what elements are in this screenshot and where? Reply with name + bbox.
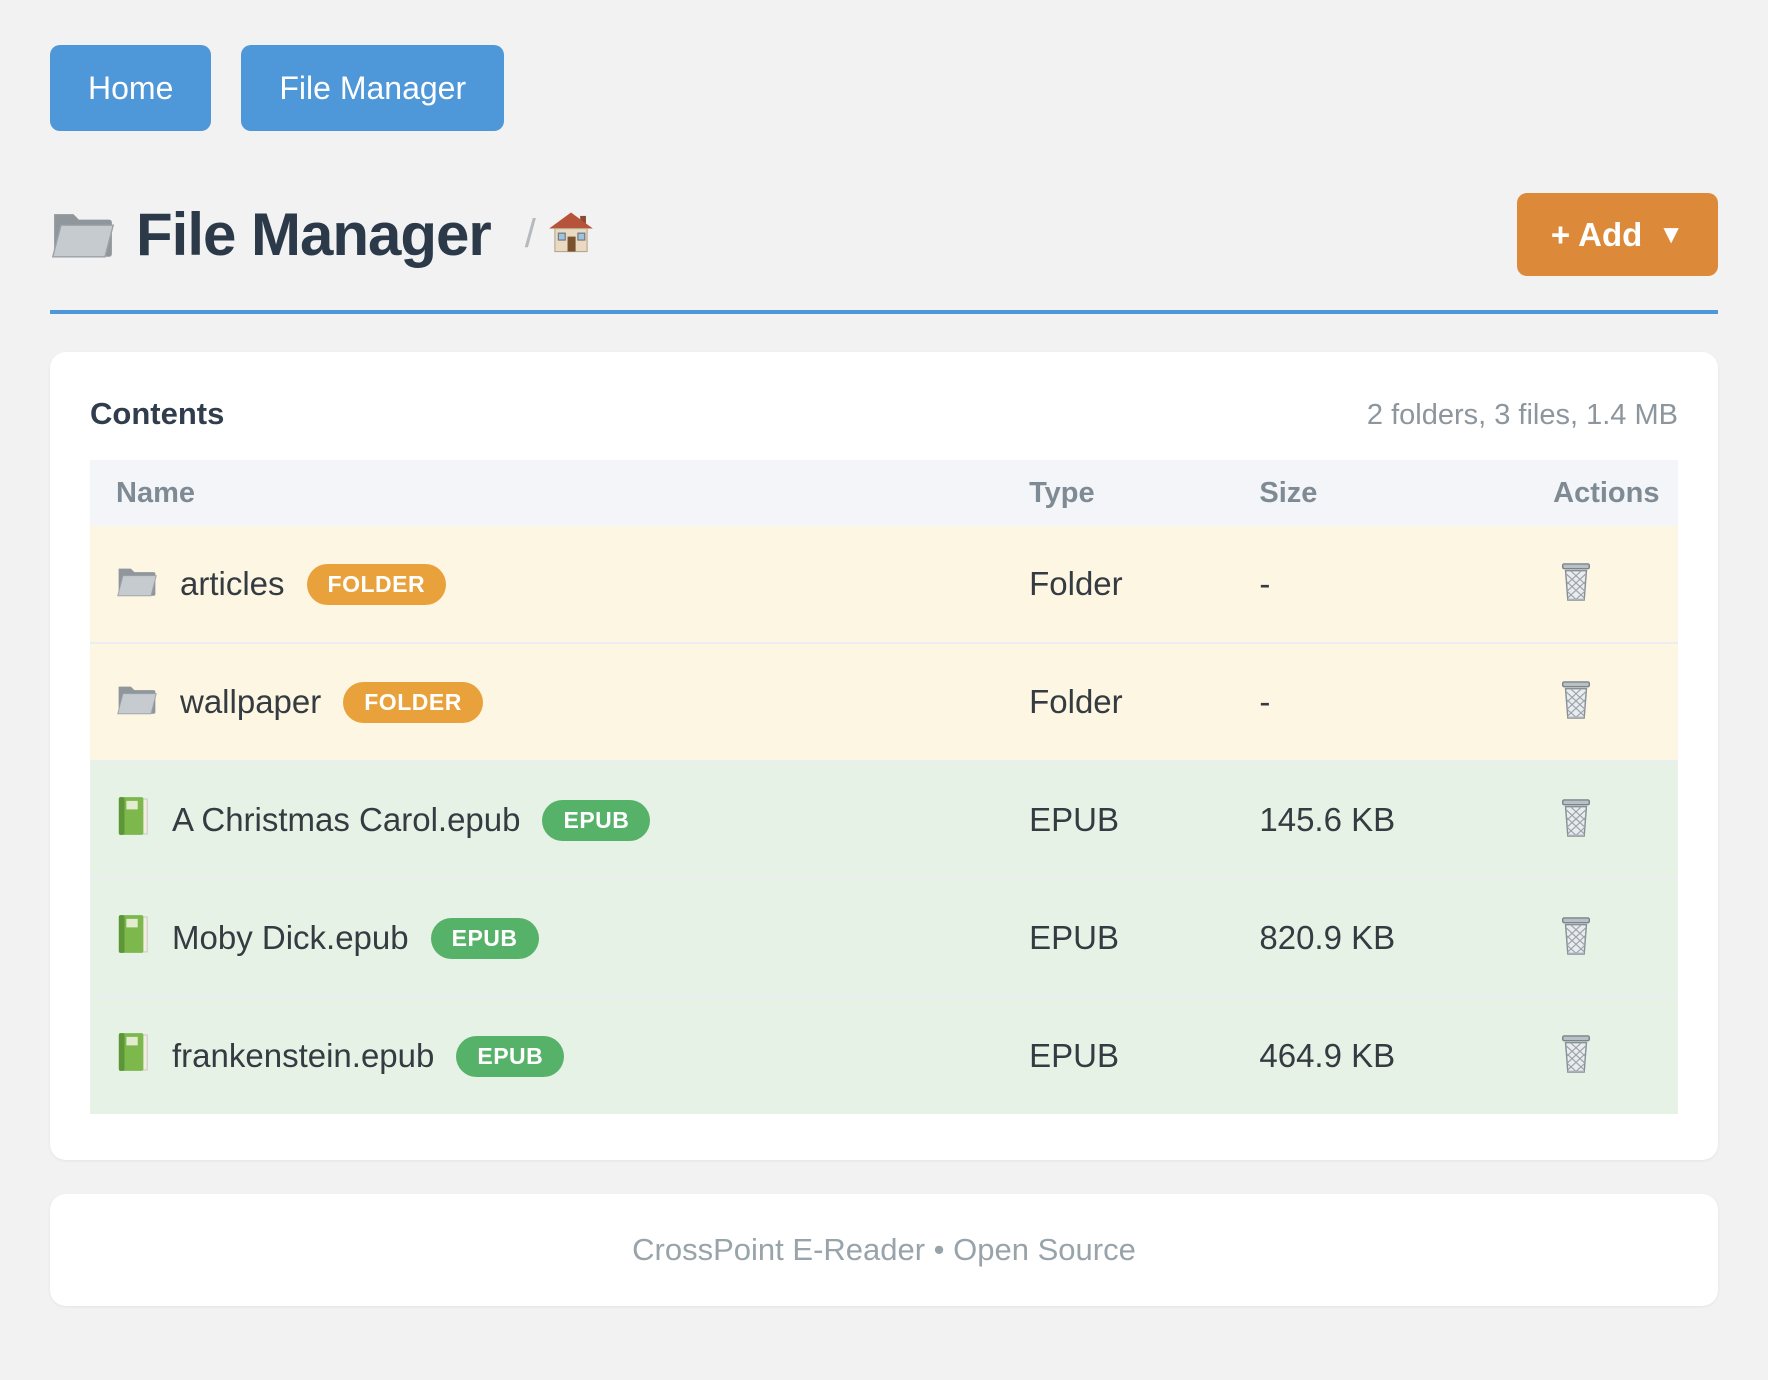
size-cell: 820.9 KB (1233, 878, 1528, 997)
file-name-label: Moby Dick.epub (172, 919, 409, 956)
table-row[interactable]: frankenstein.epub EPUB EPUB 464.9 KB (90, 996, 1678, 1114)
page: Home File Manager File Manager / (50, 45, 1718, 1306)
breadcrumb: / (525, 211, 594, 258)
column-header-actions: Actions (1527, 460, 1678, 526)
type-cell: Folder (1003, 642, 1234, 761)
green-book-icon (116, 1031, 150, 1081)
contents-card-head: Contents 2 folders, 3 files, 1.4 MB (90, 396, 1678, 432)
green-book-icon (116, 913, 150, 963)
green-book-icon (116, 795, 150, 845)
size-cell: - (1233, 526, 1528, 643)
type-badge: EPUB (456, 1035, 565, 1077)
size-cell: 145.6 KB (1233, 760, 1528, 879)
file-table-head: Name Type Size Actions (90, 460, 1678, 526)
table-row[interactable]: A Christmas Carol.epub EPUB EPUB 145.6 K… (90, 760, 1678, 879)
add-button[interactable]: + Add ▼ (1516, 193, 1718, 276)
table-row[interactable]: Moby Dick.epub EPUB EPUB 820.9 KB (90, 878, 1678, 997)
type-cell: EPUB (1003, 996, 1234, 1114)
folder-icon (116, 680, 158, 724)
wastebasket-icon (1557, 681, 1595, 724)
delete-button[interactable] (1553, 793, 1599, 843)
delete-button[interactable] (1553, 1029, 1599, 1079)
top-nav: Home File Manager (50, 45, 1718, 131)
column-header-name: Name (90, 460, 1004, 526)
size-cell: 464.9 KB (1233, 996, 1528, 1114)
column-header-size: Size (1233, 460, 1528, 526)
size-cell: - (1233, 642, 1528, 761)
file-name-label: articles (180, 565, 285, 602)
type-badge: FOLDER (306, 563, 447, 605)
delete-button[interactable] (1553, 911, 1599, 961)
delete-button[interactable] (1553, 557, 1599, 607)
folder-icon (50, 204, 116, 265)
file-name-label: A Christmas Carol.epub (172, 801, 521, 838)
wastebasket-icon (1557, 799, 1595, 842)
page-header: File Manager / + Add ▼ (50, 193, 1718, 314)
type-cell: EPUB (1003, 760, 1234, 879)
contents-summary: 2 folders, 3 files, 1.4 MB (1366, 399, 1678, 431)
table-row[interactable]: wallpaper FOLDER Folder - (90, 642, 1678, 761)
type-badge: EPUB (542, 799, 651, 841)
table-row[interactable]: articles FOLDER Folder - (90, 526, 1678, 643)
folder-icon (116, 562, 158, 606)
wastebasket-icon (1557, 563, 1595, 606)
wastebasket-icon (1557, 917, 1595, 960)
nav-button-home[interactable]: Home (50, 45, 212, 131)
contents-card: Contents 2 folders, 3 files, 1.4 MB Name… (50, 352, 1718, 1160)
page-title: File Manager (136, 201, 492, 268)
add-button-label: + Add (1550, 215, 1643, 253)
file-name-label: wallpaper (180, 683, 322, 720)
type-badge: EPUB (430, 917, 539, 959)
chevron-down-icon: ▼ (1658, 219, 1684, 249)
file-name-label: frankenstein.epub (172, 1037, 435, 1074)
type-cell: EPUB (1003, 878, 1234, 997)
contents-title: Contents (90, 396, 225, 431)
footer-card: CrossPoint E-Reader • Open Source (50, 1194, 1718, 1306)
type-badge: FOLDER (343, 681, 483, 723)
nav-button-file-manager[interactable]: File Manager (241, 45, 505, 131)
column-header-type: Type (1003, 460, 1234, 526)
house-icon[interactable] (548, 211, 594, 258)
file-table-body: articles FOLDER Folder - (90, 526, 1678, 1114)
file-table: Name Type Size Actions (90, 460, 1678, 1114)
breadcrumb-separator: / (524, 212, 536, 256)
wastebasket-icon (1557, 1035, 1595, 1078)
type-cell: Folder (1003, 526, 1234, 643)
delete-button[interactable] (1553, 675, 1599, 725)
footer-text: CrossPoint E-Reader • Open Source (632, 1232, 1136, 1267)
title-wrap: File Manager / (50, 200, 594, 269)
